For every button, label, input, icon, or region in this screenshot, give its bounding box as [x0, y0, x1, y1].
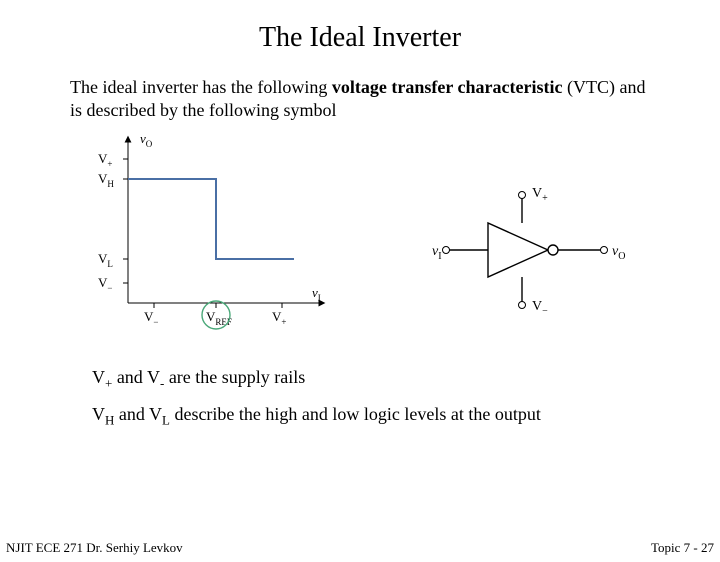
n2s1: H — [105, 412, 114, 427]
n2s2: L — [162, 412, 170, 427]
svg-text:V−: V− — [98, 275, 112, 293]
intro-pre: The ideal inverter has the following — [70, 77, 332, 97]
footer-left: NJIT ECE 271 Dr. Serhiy Levkov — [6, 540, 183, 556]
intro-text: The ideal inverter has the following vol… — [70, 76, 660, 121]
page-title: The Ideal Inverter — [0, 22, 720, 54]
svg-text:VH: VH — [98, 171, 114, 189]
figures-row: V+ VH VL V− V− VREF V+ vO vI vI vO V+ V− — [0, 131, 720, 361]
n2c: describe the high and low logic levels a… — [170, 404, 541, 424]
svg-text:V+: V+ — [272, 309, 286, 327]
vtc-chart: V+ VH VL V− V− VREF V+ vO vI — [74, 131, 334, 346]
svg-text:vO: vO — [612, 244, 625, 262]
svg-text:V+: V+ — [532, 186, 548, 204]
n1a: V — [92, 367, 105, 387]
svg-text:V−: V− — [532, 299, 548, 317]
svg-text:VREF: VREF — [206, 309, 232, 327]
note-logic-levels: VH and VL describe the high and low logi… — [92, 404, 720, 429]
n1c: are the supply rails — [164, 367, 305, 387]
n2b: and V — [114, 404, 162, 424]
inverter-symbol: vI vO V+ V− — [430, 175, 630, 330]
svg-text:V−: V− — [144, 309, 158, 327]
n2a: V — [92, 404, 105, 424]
svg-text:V+: V+ — [98, 151, 112, 169]
n1b: and V — [112, 367, 160, 387]
footer-right: Topic 7 - 27 — [651, 540, 714, 556]
svg-text:VL: VL — [98, 251, 113, 269]
intro-bold: voltage transfer characteristic — [332, 77, 563, 97]
notes: V+ and V- are the supply rails VH and VL… — [92, 367, 720, 428]
svg-text:vI: vI — [432, 244, 442, 262]
note-supply-rails: V+ and V- are the supply rails — [92, 367, 720, 392]
svg-text:vO: vO — [140, 131, 153, 149]
svg-text:vI: vI — [312, 285, 321, 303]
